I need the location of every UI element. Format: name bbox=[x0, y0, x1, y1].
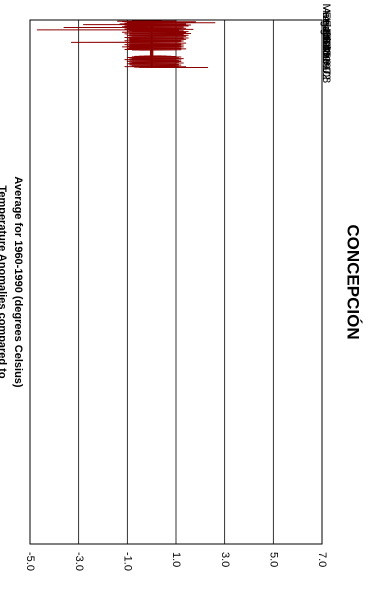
y-tick-label: 7.0 bbox=[316, 552, 328, 567]
y-tick-label: 3.0 bbox=[219, 552, 231, 567]
y-tick-label: 5.0 bbox=[267, 552, 279, 567]
y-tick-label: -5.0 bbox=[24, 552, 36, 571]
x-tick-label: Jul-86 bbox=[320, 35, 332, 65]
x-tick-label: Mar-48 bbox=[320, 4, 332, 39]
series-line-anomaly bbox=[149, 49, 154, 57]
x-tick-label: Feb-59 bbox=[320, 12, 332, 47]
series-line-anomaly bbox=[36, 20, 216, 51]
chart-title: CONCEPCIÓN bbox=[344, 224, 363, 339]
x-tick-label: Aug-53 bbox=[320, 7, 332, 42]
x-tick-label: Dec-91 bbox=[320, 36, 332, 71]
x-tick-label: Dec-02 bbox=[320, 44, 332, 79]
y-tick-label: 1.0 bbox=[170, 552, 182, 567]
x-tick-label: Feb-70 bbox=[320, 20, 332, 55]
y-tick-label: -1.0 bbox=[121, 552, 133, 571]
y-tick-label: -3.0 bbox=[73, 552, 85, 571]
x-tick-label: Jun-97 bbox=[320, 41, 332, 75]
x-tick-label: Jul-75 bbox=[320, 27, 332, 57]
axis-title-line2: Average for 1960-1990 (degrees Celsius) bbox=[12, 176, 24, 387]
plot-area-border bbox=[29, 19, 323, 545]
x-tick-label: Jun-08 bbox=[320, 50, 332, 84]
x-tick-label: Aug-64 bbox=[320, 16, 332, 51]
axis-title-line1: Temperature Anomalies compared to bbox=[0, 185, 8, 378]
series-line-anomaly bbox=[124, 55, 209, 69]
x-tick-label: Jan-81 bbox=[320, 29, 332, 63]
